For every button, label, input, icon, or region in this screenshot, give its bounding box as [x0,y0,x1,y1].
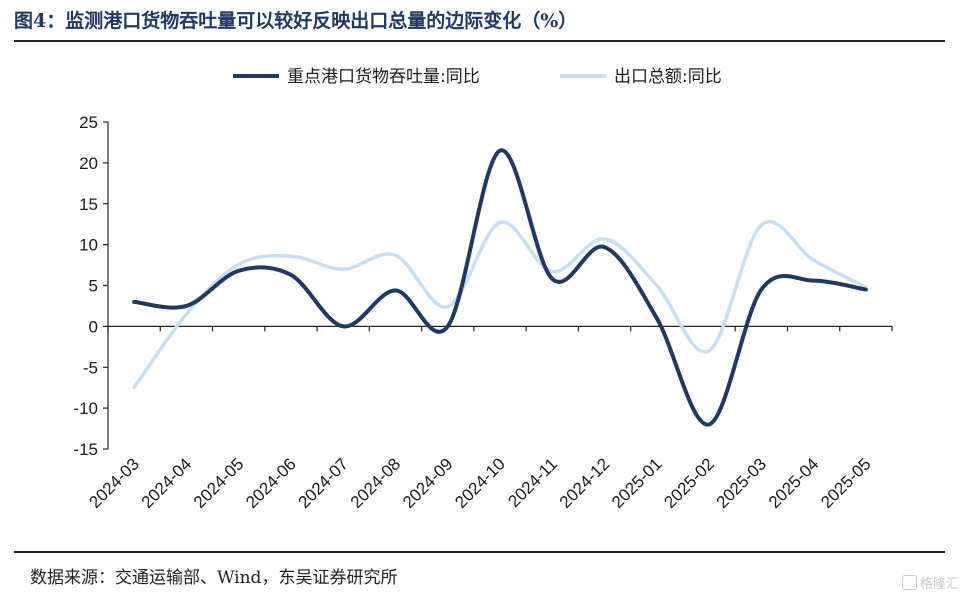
series-line-export-total [132,220,868,390]
x-tick-label: 2025-01 [608,454,666,512]
x-tick-label: 2024-08 [347,454,405,512]
x-tick-label: 2025-03 [713,454,771,512]
legend-item-export-total: 出口总额:同比 [560,67,722,87]
x-tick-label: 2024-06 [242,454,300,512]
y-tick-label: 20 [79,154,98,173]
legend-label: 出口总额:同比 [614,67,722,87]
x-tick-label: 2024-07 [294,454,352,512]
y-tick-label: -10 [73,399,98,418]
watermark-logo-icon [901,575,917,590]
y-tick-label: -15 [73,440,98,459]
chart-axes: -15-10-505101520252024-032024-042024-052… [73,113,893,512]
x-tick-label: 2025-04 [765,454,823,512]
legend-item-port-throughput: 重点港口货物吞吐量:同比 [233,67,480,87]
x-tick-label: 2024-05 [190,454,248,512]
x-tick-label: 2025-02 [660,454,718,512]
chart-legend: 重点港口货物吞吐量:同比 出口总额:同比 [233,67,722,87]
source-note: 数据来源：交通运输部、Wind，东吴证券研究所 [30,568,398,588]
x-tick-label: 2024-04 [138,454,196,512]
x-tick-label: 2024-10 [451,454,509,512]
x-tick-label: 2024-12 [556,454,614,512]
x-tick-label: 2024-11 [504,454,561,511]
watermark-text: 格隆汇 [919,577,959,592]
y-tick-label: 25 [79,113,98,132]
figure-title: 图4：监测港口货物吞吐量可以较好反映出口总量的边际变化（%） [14,10,578,32]
x-tick-label: 2025-05 [817,454,875,512]
top-rule [14,40,945,42]
legend-label: 重点港口货物吞吐量:同比 [287,67,480,87]
y-tick-label: 10 [79,236,98,255]
chart-series-layer [132,148,868,427]
x-tick-label: 2024-09 [399,454,457,512]
y-tick-label: -5 [83,358,98,377]
watermark: 格隆汇 [901,573,959,592]
y-tick-label: 15 [79,195,98,214]
y-tick-label: 5 [89,277,98,296]
bottom-rule [14,551,945,553]
series-line-port-throughput [132,148,868,427]
y-tick-label: 0 [89,317,98,336]
x-tick-label: 2024-03 [85,454,143,512]
